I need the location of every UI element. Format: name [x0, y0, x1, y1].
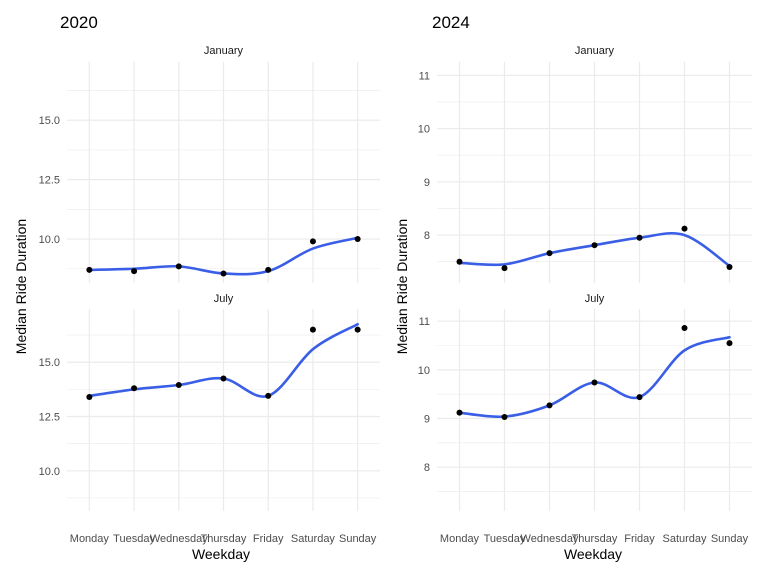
data-point: [220, 270, 227, 277]
data-point: [636, 234, 643, 241]
x-tick-label: Thursday: [572, 533, 618, 545]
data-point: [546, 402, 553, 409]
x-tick-label: Saturday: [291, 533, 336, 545]
facet-panel-july: July 10.0 12.5 15.0: [39, 293, 380, 511]
data-point: [309, 238, 316, 245]
y-tick-label: 9: [424, 177, 430, 189]
x-tick-label: Monday: [440, 533, 480, 545]
facet-panel-january: January 10.0 12.5 15.0: [39, 45, 380, 283]
x-tick-label: Wednesday: [521, 533, 579, 545]
x-axis-label: Weekday: [192, 546, 250, 562]
y-tick-label: 10: [418, 124, 430, 136]
data-point: [636, 394, 643, 401]
y-tick-label: 12.5: [39, 175, 60, 187]
facet-panel-january: January 8 9 10 11: [418, 45, 752, 283]
y-tick-label: 12.5: [39, 412, 60, 424]
data-point: [354, 236, 361, 243]
x-tick-label: Tuesday: [113, 533, 155, 545]
data-point: [265, 266, 272, 273]
data-point: [726, 340, 733, 347]
x-tick-label: Monday: [70, 533, 110, 545]
data-point: [265, 392, 272, 399]
y-tick-label: 8: [424, 462, 430, 474]
data-point: [86, 393, 93, 400]
y-tick-label: 8: [424, 230, 430, 242]
data-point: [354, 326, 361, 333]
data-point: [175, 263, 182, 270]
x-tick-label: Friday: [624, 533, 655, 545]
data-point: [546, 250, 553, 257]
y-tick-label: 10.0: [39, 466, 60, 478]
x-axis-label: Weekday: [564, 546, 622, 562]
y-tick-label: 10: [418, 365, 430, 377]
x-tick-label: Sunday: [339, 533, 377, 545]
data-point: [681, 225, 688, 232]
facet-panel-july: July 8 9 10 11: [418, 293, 752, 511]
data-point: [501, 414, 508, 421]
x-tick-label: Tuesday: [484, 533, 526, 545]
y-tick-label: 11: [419, 316, 430, 328]
data-point: [456, 258, 463, 265]
data-point: [591, 379, 598, 386]
data-point: [501, 265, 508, 272]
x-tick-label: Thursday: [201, 533, 247, 545]
data-point: [681, 324, 688, 331]
data-point: [86, 266, 93, 273]
y-tick-label: 11: [419, 70, 430, 82]
y-axis-label: Median Ride Duration: [13, 219, 29, 354]
x-tick-label: Friday: [253, 533, 284, 545]
facet-strip-label: January: [575, 45, 615, 57]
y-axis-label: Median Ride Duration: [394, 219, 410, 354]
data-point: [309, 326, 316, 333]
x-tick-label: Saturday: [662, 533, 707, 545]
y-tick-label: 15.0: [39, 115, 60, 127]
chart-0: 2020 January 10.0 12.5 15.0 July 10.0 12.5 15.0 M…: [13, 13, 380, 562]
chart-title: 2020: [60, 13, 98, 32]
y-tick-label: 9: [424, 414, 430, 426]
data-point: [131, 385, 138, 392]
data-point: [175, 382, 182, 389]
x-tick-label: Sunday: [711, 533, 749, 545]
y-tick-label: 10.0: [39, 234, 60, 246]
y-tick-label: 15.0: [39, 357, 60, 369]
data-point: [131, 268, 138, 275]
facet-strip-label: July: [214, 293, 234, 305]
chart-title: 2024: [432, 13, 470, 32]
data-point: [456, 409, 463, 416]
data-point: [591, 242, 598, 249]
facet-strip-label: January: [204, 45, 244, 57]
data-point: [726, 264, 733, 271]
facet-strip-label: July: [585, 293, 605, 305]
chart-1: 2024 January 8 9 10 11 July 8 9 10 11 Monday Tuesday…: [394, 13, 752, 562]
x-tick-label: Wednesday: [150, 533, 208, 545]
data-point: [220, 375, 227, 382]
